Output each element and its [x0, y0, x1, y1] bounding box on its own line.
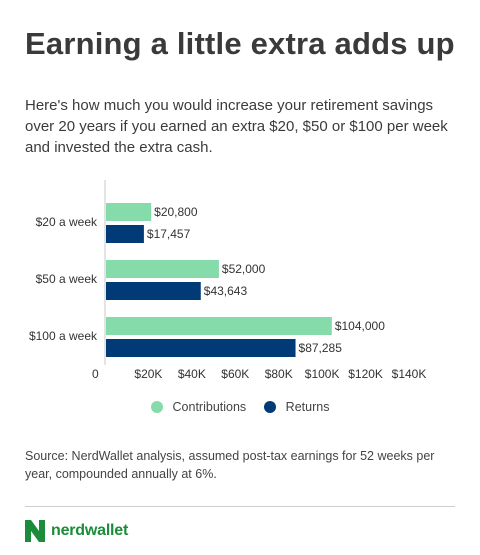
brand-name: nerdwallet [51, 522, 129, 539]
x-tick-label: $60K [221, 367, 249, 381]
footer-divider [25, 506, 455, 507]
chart-subtitle: Here's how much you would increase your … [25, 97, 448, 156]
legend-label-contributions: Contributions [172, 400, 247, 414]
chart-legend: Contributions Returns [0, 400, 480, 416]
nerdwallet-logo-icon [25, 520, 45, 542]
bar-contributions [106, 203, 152, 221]
x-tick-label: $80K [265, 367, 293, 381]
x-tick-label: 0 [92, 367, 99, 381]
legend-item-contributions: Contributions [150, 400, 247, 414]
data-label-contributions: $52,000 [222, 262, 266, 276]
x-tick-label: $140K [392, 367, 427, 381]
chart-title: Earning a little extra adds up [25, 26, 455, 61]
bar-returns [106, 282, 201, 300]
data-label-returns: $17,457 [147, 227, 191, 241]
bar-contributions [106, 317, 332, 335]
data-label-contributions: $104,000 [335, 319, 385, 333]
brand-logo: nerdwallet [25, 520, 128, 542]
source-note: Source: NerdWallet analysis, assumed pos… [25, 449, 435, 481]
bar-contributions [106, 260, 219, 278]
x-tick-label: $120K [348, 367, 383, 381]
data-label-returns: $43,643 [204, 284, 248, 298]
x-tick-label: $100K [305, 367, 340, 381]
x-tick-label: $20K [134, 367, 162, 381]
category-label: $20 a week [36, 215, 98, 229]
legend-item-returns: Returns [263, 400, 330, 414]
legend-label-returns: Returns [285, 400, 330, 414]
bar-chart: $20 a week $20,800 $17,457 $50 a week $52,00… [29, 180, 427, 381]
legend-swatch-returns [263, 401, 276, 413]
x-tick-label: $40K [178, 367, 206, 381]
data-label-contributions: $20,800 [154, 205, 198, 219]
bar-returns [106, 339, 296, 357]
data-label-returns: $87,285 [299, 341, 343, 355]
category-label: $50 a week [36, 272, 98, 286]
legend-swatch-contributions [150, 401, 163, 413]
category-label: $100 a week [29, 329, 98, 343]
bar-returns [106, 225, 144, 243]
